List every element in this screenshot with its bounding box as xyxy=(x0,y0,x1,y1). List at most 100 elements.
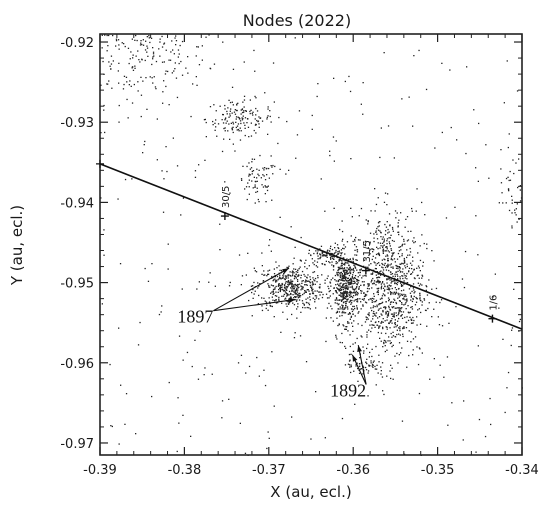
scatter-point xyxy=(354,238,356,241)
scatter-point xyxy=(115,40,118,42)
scatter-point xyxy=(392,266,394,268)
scatter-point xyxy=(375,345,377,348)
scatter-point xyxy=(337,288,339,290)
scatter-point xyxy=(418,347,421,349)
scatter-point xyxy=(343,301,345,303)
scatter-point xyxy=(178,422,180,424)
scatter-point xyxy=(396,324,398,326)
scatter-point xyxy=(511,212,513,214)
scatter-point xyxy=(362,305,364,307)
scatter-point xyxy=(274,278,276,280)
scatter-point xyxy=(344,364,347,366)
scatter-point xyxy=(159,38,161,40)
scatter-point xyxy=(248,299,250,302)
scatter-point xyxy=(404,316,406,319)
scatter-point xyxy=(388,237,390,239)
scatter-point xyxy=(230,108,232,110)
scatter-point xyxy=(261,297,263,299)
scatter-point xyxy=(131,102,134,104)
scatter-point xyxy=(397,267,399,270)
scatter-point xyxy=(388,289,390,291)
scatter-point xyxy=(513,172,515,175)
scatter-point xyxy=(350,281,352,283)
scatter-point xyxy=(291,284,293,286)
scatter-point xyxy=(349,267,351,269)
scatter-point xyxy=(372,366,374,368)
scatter-point xyxy=(258,294,260,297)
scatter-point xyxy=(118,327,120,329)
scatter-point xyxy=(241,117,243,119)
scatter-point xyxy=(388,277,390,279)
scatter-point xyxy=(372,361,374,363)
scatter-point xyxy=(382,271,384,273)
scatter-point xyxy=(314,295,316,297)
scatter-point xyxy=(254,95,256,98)
scatter-point xyxy=(398,317,400,320)
scatter-point xyxy=(339,283,341,285)
scatter-point xyxy=(302,288,304,290)
scatter-point xyxy=(387,260,389,262)
scatter-point xyxy=(369,351,371,354)
scatter-point xyxy=(454,206,456,208)
scatter-point xyxy=(295,289,297,291)
scatter-point xyxy=(367,266,369,268)
scatter-point xyxy=(376,291,378,293)
scatter-point xyxy=(421,277,423,279)
scatter-point xyxy=(500,168,502,170)
scatter-point xyxy=(245,110,247,112)
scatter-point xyxy=(360,368,363,370)
scatter-point xyxy=(272,285,275,287)
scatter-point xyxy=(268,437,270,439)
scatter-point xyxy=(292,275,294,277)
scatter-point xyxy=(318,291,320,293)
scatter-point xyxy=(412,349,414,351)
scatter-point xyxy=(354,342,356,344)
scatter-point xyxy=(339,306,341,308)
scatter-point xyxy=(339,268,342,270)
scatter-point xyxy=(171,72,173,74)
scatter-point xyxy=(350,282,353,285)
scatter-point xyxy=(252,111,254,113)
scatter-point xyxy=(350,353,352,355)
scatter-point xyxy=(412,271,414,273)
scatter-point xyxy=(425,285,427,287)
scatter-point xyxy=(311,128,313,130)
scatter-point xyxy=(359,298,361,300)
scatter-point xyxy=(401,307,403,309)
scatter-point xyxy=(198,281,200,283)
scatter-point xyxy=(297,303,299,305)
scatter-point xyxy=(414,304,417,306)
scatter-point xyxy=(290,279,292,281)
scatter-point xyxy=(391,255,393,257)
scatter-point xyxy=(353,288,356,291)
scatter-point xyxy=(277,279,279,281)
scatter-point xyxy=(214,285,216,287)
scatter-point xyxy=(378,361,380,363)
scatter-point xyxy=(416,316,418,318)
scatter-point xyxy=(380,245,382,247)
scatter-point xyxy=(278,265,280,267)
scatter-point xyxy=(339,285,341,287)
scatter-point xyxy=(246,198,248,201)
scatter-point xyxy=(356,284,358,286)
scatter-point xyxy=(413,237,415,239)
scatter-point xyxy=(370,330,372,333)
scatter-point xyxy=(501,192,503,194)
scatter-point xyxy=(316,95,318,98)
scatter-point xyxy=(296,285,299,288)
scatter-point xyxy=(358,311,360,313)
scatter-point xyxy=(370,298,372,300)
scatter-point xyxy=(351,276,353,278)
scatter-point xyxy=(343,297,346,299)
scatter-point xyxy=(387,250,389,252)
scatter-point xyxy=(109,65,111,67)
scatter-point xyxy=(112,60,114,62)
scatter-point xyxy=(396,283,398,286)
scatter-point xyxy=(378,287,380,289)
scatter-point xyxy=(238,254,241,256)
scatter-point xyxy=(350,207,352,209)
scatter-point xyxy=(423,299,426,301)
scatter-point xyxy=(271,296,273,298)
scatter-point xyxy=(223,127,225,130)
scatter-point xyxy=(300,274,302,276)
